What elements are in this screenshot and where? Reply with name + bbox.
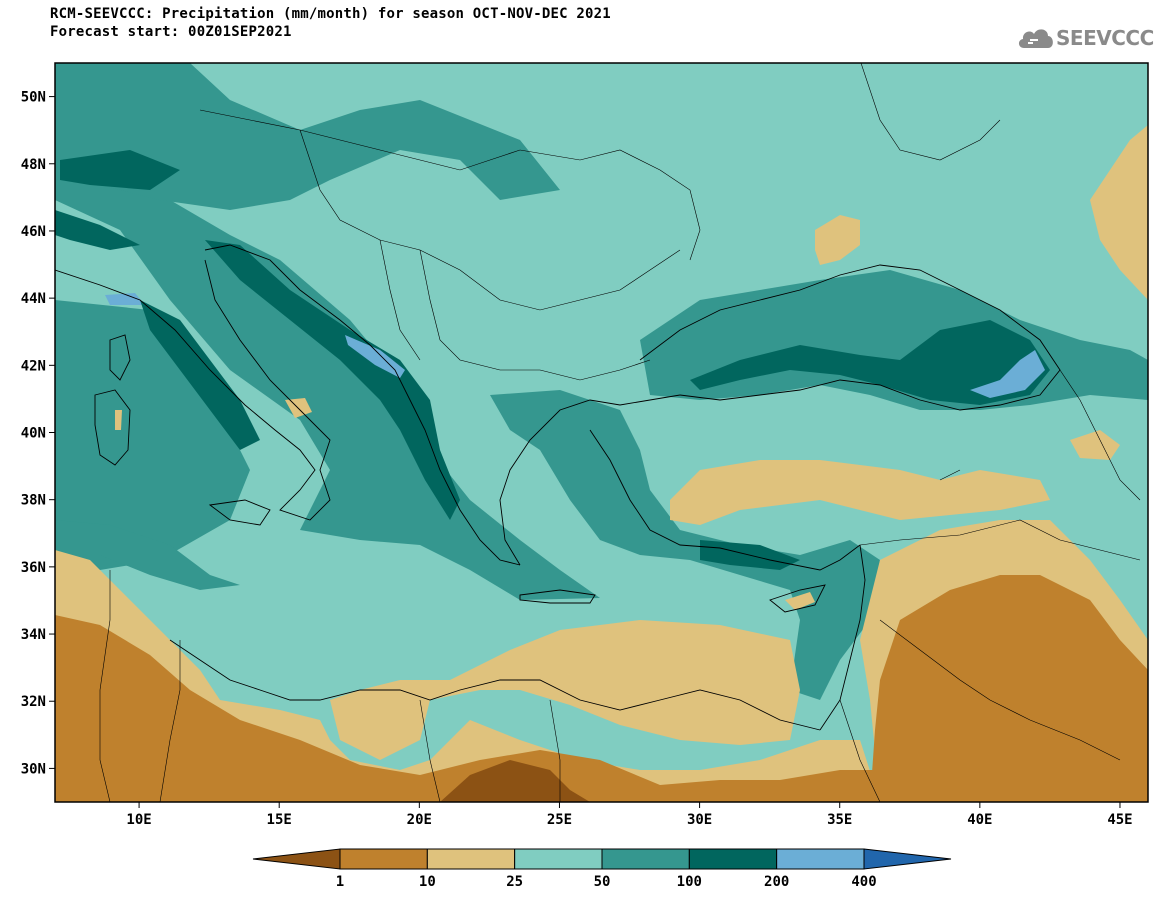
colorbar-label: 1 bbox=[336, 874, 344, 890]
wet-region-north-africa bbox=[55, 520, 240, 590]
lon-tick-label: 20E bbox=[407, 812, 432, 828]
colorbar-cell bbox=[514, 848, 603, 870]
lon-tick-label: 45E bbox=[1107, 812, 1132, 828]
wet-region-sardinia bbox=[55, 300, 250, 570]
light-crimea bbox=[815, 215, 860, 265]
longitude-axis: 10E 15E 20E 25E 30E 35E 40E 45E bbox=[126, 802, 1133, 828]
light-russia-east bbox=[1090, 125, 1148, 300]
dry-levant-east bbox=[870, 575, 1148, 802]
colorbar-label: 200 bbox=[764, 874, 789, 890]
lat-tick-label: 50N bbox=[21, 90, 46, 106]
lat-tick-label: 40N bbox=[21, 426, 46, 442]
lon-tick-label: 40E bbox=[967, 812, 992, 828]
colorbar-label: 50 bbox=[594, 874, 611, 890]
light-sardinia bbox=[115, 410, 122, 430]
lon-tick-label: 35E bbox=[827, 812, 852, 828]
lat-tick-label: 34N bbox=[21, 627, 46, 643]
wet-region-west-coast-dark bbox=[55, 210, 140, 250]
lat-tick-label: 30N bbox=[21, 761, 46, 777]
lon-tick-label: 25E bbox=[547, 812, 572, 828]
wet-region-adriatic bbox=[205, 240, 460, 520]
extreme-gulf-genoa bbox=[105, 293, 145, 305]
lon-tick-label: 10E bbox=[126, 812, 151, 828]
colorbar-cell bbox=[339, 848, 428, 870]
colorbar-cell bbox=[601, 848, 690, 870]
map-title: RCM-SEEVCCC: Precipitation (mm/month) fo… bbox=[50, 6, 611, 22]
colorbar-cell bbox=[426, 848, 516, 870]
light-cyprus bbox=[785, 592, 815, 610]
wet-north-alps-dark bbox=[60, 150, 180, 190]
lat-tick-label: 42N bbox=[21, 358, 46, 374]
cloud-icon bbox=[1018, 29, 1053, 48]
colorbar-label: 10 bbox=[419, 874, 436, 890]
colorbar-max-arrow bbox=[863, 848, 952, 870]
logo-text: SEEVCCC bbox=[1056, 26, 1154, 50]
colorbar-label: 100 bbox=[677, 874, 702, 890]
colorbar-label: 400 bbox=[851, 874, 876, 890]
light-libya-egypt bbox=[330, 620, 800, 760]
dry-north-africa bbox=[55, 615, 880, 802]
extreme-east-black-sea bbox=[970, 350, 1045, 398]
coastlines bbox=[55, 244, 1061, 731]
lat-tick-label: 38N bbox=[21, 493, 46, 509]
light-anatolia bbox=[670, 460, 1050, 525]
precipitation-fields bbox=[55, 63, 1148, 802]
wet-region-alps bbox=[55, 63, 560, 210]
forecast-start: Forecast start: 00Z01SEP2021 bbox=[50, 24, 292, 40]
light-east-turkey bbox=[1070, 430, 1120, 460]
extreme-adriatic bbox=[345, 335, 405, 378]
wet-tyrrhenian-dark bbox=[140, 300, 260, 450]
lon-tick-label: 30E bbox=[687, 812, 712, 828]
lat-tick-label: 48N bbox=[21, 157, 46, 173]
lat-tick-label: 32N bbox=[21, 694, 46, 710]
very-dry-libya bbox=[440, 760, 590, 802]
colorbar-min-arrow bbox=[252, 848, 341, 870]
lat-tick-label: 44N bbox=[21, 291, 46, 307]
lat-tick-label: 46N bbox=[21, 224, 46, 240]
seevccc-logo: SEEVCCC bbox=[1016, 22, 1156, 56]
latitude-axis: 50N 48N 46N 44N 42N 40N 38N 36N 34N 32N 30N bbox=[21, 90, 55, 777]
lon-tick-label: 15E bbox=[267, 812, 292, 828]
colorbar-cell bbox=[688, 848, 778, 870]
wet-region-west-med bbox=[55, 160, 600, 600]
country-borders bbox=[99, 63, 1141, 802]
very-wet-black-sea bbox=[690, 320, 1050, 405]
colorbar-cell bbox=[776, 848, 865, 870]
lat-tick-label: 36N bbox=[21, 560, 46, 576]
colorbar-label: 25 bbox=[506, 874, 523, 890]
